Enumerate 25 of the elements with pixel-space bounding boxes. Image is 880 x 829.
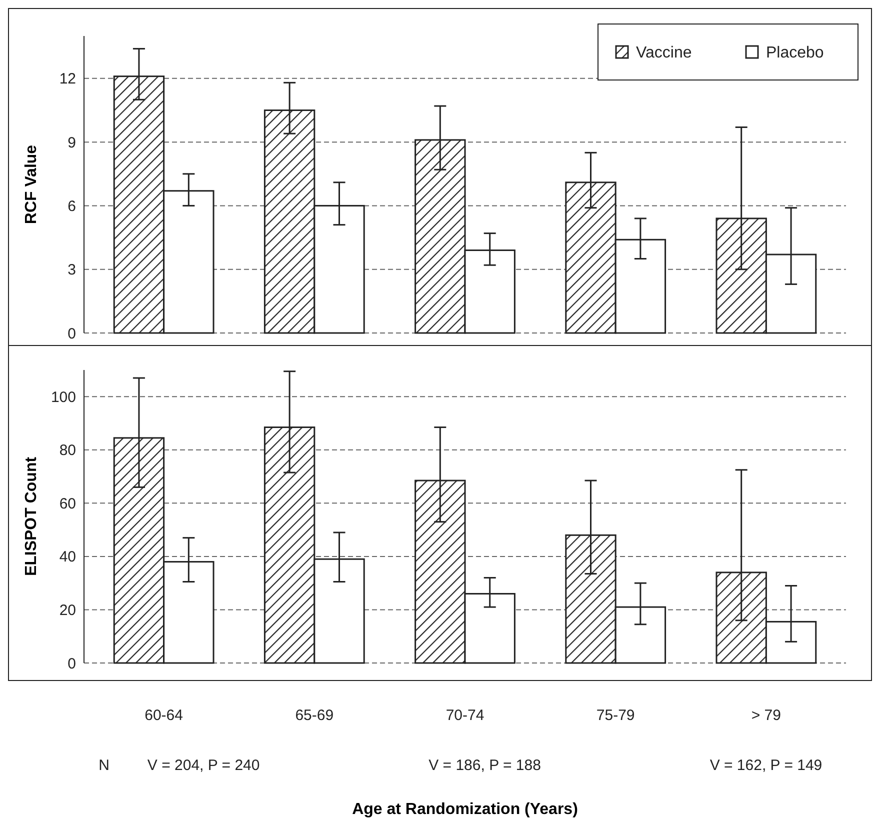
y-tick-label: 60 [59,495,76,512]
y-tick-label: 3 [68,262,76,279]
x-tick-label: > 79 [751,707,781,724]
text: N [98,757,110,774]
y-tick-label: 100 [50,388,76,406]
x-axis-title: Age at Randomization (Years) [352,801,578,818]
x-tick-label: 75-79 [596,707,635,724]
y-tick-label: 9 [68,134,76,152]
y-tick-label: 20 [59,602,76,619]
y-tick-label: 0 [68,655,76,672]
y-axis-title: ELISPOT Count [23,456,40,576]
y-tick-label: 0 [68,325,76,342]
text: V = 204, P = 240 [147,757,260,774]
text: V = 186, P = 188 [428,757,541,774]
y-tick-label: 40 [59,548,76,566]
y-tick-label: 80 [59,442,76,460]
legend-label: Placebo [766,44,824,62]
x-tick-label: 60-64 [144,707,183,724]
y-tick-label: 6 [68,198,76,215]
y-tick-label: 12 [59,70,76,88]
legend-label: Vaccine [636,44,692,62]
y-axis-title: RCF Value [23,144,40,224]
text: V = 162, P = 149 [710,757,822,774]
x-tick-label: 65-69 [295,707,334,724]
x-tick-label: 70-74 [446,707,484,724]
